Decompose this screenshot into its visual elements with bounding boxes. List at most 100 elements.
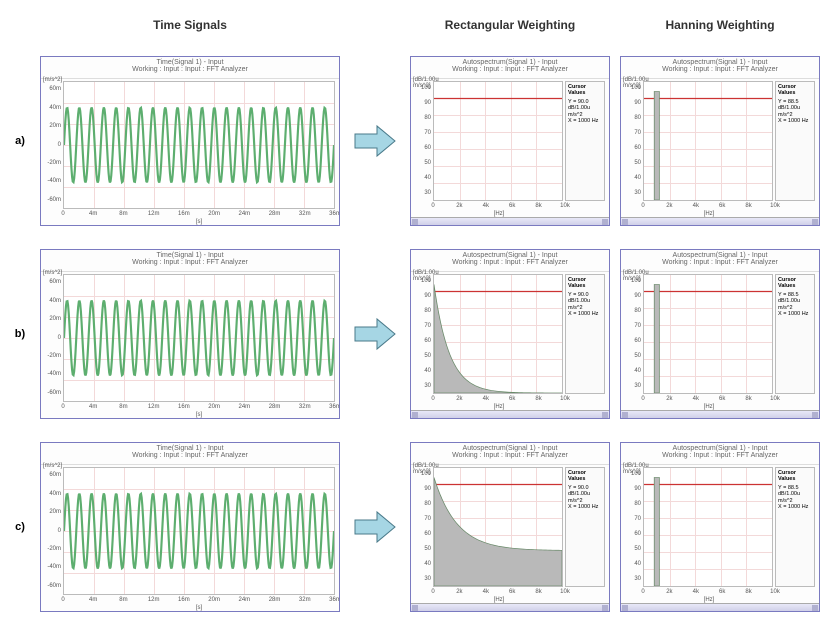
y-tick: -40m xyxy=(47,371,61,377)
header-rect: Rectangular Weighting xyxy=(410,18,610,32)
x-tick: 4m xyxy=(89,211,97,217)
y-tick: 90 xyxy=(634,100,641,106)
x-tick: 4m xyxy=(89,404,97,410)
sidebar-x: X = 1000 Hz xyxy=(568,504,602,511)
x-tick: 8k xyxy=(535,589,541,595)
x-tick: 20m xyxy=(208,211,220,217)
x-tick: 2k xyxy=(666,203,672,209)
sidebar-x: X = 1000 Hz xyxy=(778,311,812,318)
y-tick: 40 xyxy=(424,175,431,181)
time-chart xyxy=(63,467,335,595)
panel-title-line2: Working : Input : Input : FFT Analyzer xyxy=(45,452,335,460)
scrollbar[interactable] xyxy=(621,603,819,611)
y-tick: 50 xyxy=(424,546,431,552)
sidebar-y: Y = 90.0 dB/1.00u m/s^2 xyxy=(568,99,602,119)
y-tick: 0 xyxy=(58,528,61,534)
y-tick: 50 xyxy=(634,546,641,552)
x-tick: 6k xyxy=(719,589,725,595)
y-tick: 60m xyxy=(49,279,61,285)
y-tick: 40m xyxy=(49,105,61,111)
y-tick: 80 xyxy=(634,115,641,121)
panel-title-line2: Working : Input : Input : FFT Analyzer xyxy=(625,66,815,74)
x-tick: 6k xyxy=(509,203,515,209)
x-tick: 8k xyxy=(745,203,751,209)
x-tick: 10k xyxy=(770,589,780,595)
x-tick: 32m xyxy=(299,404,311,410)
y-tick: 40 xyxy=(634,561,641,567)
y-tick: 70 xyxy=(424,516,431,522)
sidebar-y: Y = 90.0 dB/1.00u m/s^2 xyxy=(568,485,602,505)
y-tick: 100 xyxy=(631,278,641,284)
spectrum-chart xyxy=(433,467,563,587)
x-tick: 36m xyxy=(329,211,340,217)
cursor-values-sidebar: Cursor ValuesY = 90.0 dB/1.00u m/s^2X = … xyxy=(565,467,605,587)
x-tick: 12m xyxy=(148,211,160,217)
sidebar-x: X = 1000 Hz xyxy=(568,118,602,125)
x-unit: [s] xyxy=(196,412,202,418)
sidebar-title: Cursor Values xyxy=(778,277,812,290)
x-tick: 0 xyxy=(431,589,434,595)
x-tick: 0 xyxy=(641,589,644,595)
cursor-values-sidebar: Cursor ValuesY = 90.0 dB/1.00u m/s^2X = … xyxy=(565,274,605,394)
y-tick: 30 xyxy=(424,576,431,582)
panel-title-line1: Time(Signal 1) - Input xyxy=(45,445,335,453)
spectrum-chart xyxy=(433,81,563,201)
y-tick: 80 xyxy=(424,501,431,507)
y-tick: 20m xyxy=(49,509,61,515)
x-tick: 6k xyxy=(719,203,725,209)
scrollbar[interactable] xyxy=(411,410,609,418)
panel-title-line2: Working : Input : Input : FFT Analyzer xyxy=(625,452,815,460)
x-tick: 4k xyxy=(483,589,489,595)
y-tick: 60 xyxy=(424,338,431,344)
x-tick: 6k xyxy=(719,396,725,402)
rect-spectrum-panel: Autospectrum(Signal 1) - InputWorking : … xyxy=(410,442,610,612)
y-tick: 80 xyxy=(424,115,431,121)
y-unit: [m/s^2] xyxy=(43,77,62,83)
row-label-c: c) xyxy=(10,521,30,533)
y-tick: 70 xyxy=(424,130,431,136)
x-tick: 0 xyxy=(61,211,64,217)
y-tick: 60 xyxy=(424,145,431,151)
x-tick: 20m xyxy=(208,404,220,410)
panel-title-line1: Time(Signal 1) - Input xyxy=(45,59,335,67)
y-tick: 20m xyxy=(49,316,61,322)
y-tick: 90 xyxy=(634,486,641,492)
scrollbar[interactable] xyxy=(621,217,819,225)
row-label-a: a) xyxy=(10,135,30,147)
scrollbar[interactable] xyxy=(411,217,609,225)
panel-title-line2: Working : Input : Input : FFT Analyzer xyxy=(415,259,605,267)
x-tick: 10k xyxy=(560,589,570,595)
x-tick: 4k xyxy=(693,589,699,595)
y-tick: 30 xyxy=(634,576,641,582)
y-tick: 70 xyxy=(424,323,431,329)
sidebar-y: Y = 88.5 dB/1.00u m/s^2 xyxy=(778,485,812,505)
x-tick: 32m xyxy=(299,597,311,603)
sidebar-title: Cursor Values xyxy=(778,84,812,97)
x-tick: 24m xyxy=(238,404,250,410)
scrollbar[interactable] xyxy=(411,603,609,611)
y-tick: 50 xyxy=(424,353,431,359)
x-tick: 28m xyxy=(269,404,281,410)
panel-title-line1: Autospectrum(Signal 1) - Input xyxy=(415,252,605,260)
y-tick: 40m xyxy=(49,491,61,497)
y-tick: -60m xyxy=(47,583,61,589)
y-tick: 60 xyxy=(634,338,641,344)
y-tick: 50 xyxy=(634,160,641,166)
x-tick: 0 xyxy=(641,396,644,402)
y-tick: 60 xyxy=(634,145,641,151)
y-tick: -20m xyxy=(47,160,61,166)
x-tick: 8k xyxy=(745,589,751,595)
y-tick: 30 xyxy=(634,190,641,196)
y-tick: 40 xyxy=(634,368,641,374)
x-tick: 0 xyxy=(61,404,64,410)
time-chart xyxy=(63,274,335,402)
x-tick: 8k xyxy=(535,396,541,402)
x-tick: 10k xyxy=(770,396,780,402)
scrollbar[interactable] xyxy=(621,410,819,418)
x-tick: 4k xyxy=(693,203,699,209)
y-tick: 50 xyxy=(424,160,431,166)
sidebar-title: Cursor Values xyxy=(568,277,602,290)
y-tick: 90 xyxy=(424,293,431,299)
x-tick: 16m xyxy=(178,404,190,410)
panel-title-line1: Autospectrum(Signal 1) - Input xyxy=(625,59,815,67)
